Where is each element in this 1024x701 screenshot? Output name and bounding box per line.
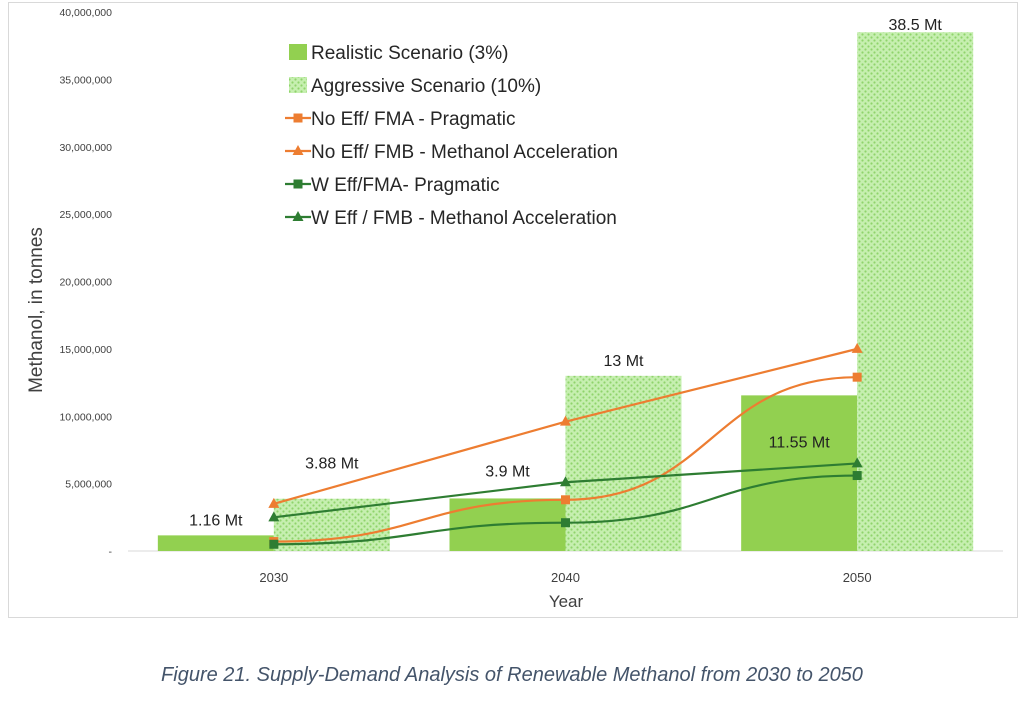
legend-label: W Eff / FMB - Methanol Acceleration (311, 208, 617, 229)
legend-marker (293, 113, 303, 123)
bar-data-label: 38.5 Mt (888, 17, 942, 34)
bar-data-label: 11.55 Mt (769, 434, 831, 451)
line-3-point (852, 471, 862, 481)
legend-label: Aggressive Scenario (10%) (311, 76, 541, 97)
y-tick-label: 40,000,000 (59, 7, 112, 19)
bar-data-label: 1.16 Mt (189, 512, 243, 529)
y-tick-label: 30,000,000 (59, 142, 112, 154)
x-tick-label: 2040 (551, 570, 580, 585)
y-tick-label: - (109, 546, 113, 558)
legend-swatch (289, 77, 307, 93)
legend-label: Realistic Scenario (3%) (311, 43, 508, 64)
data-labels: 1.16 Mt 3.9 Mt 11.55 Mt 3.88 Mt 13 Mt 38.5 Mt (189, 17, 942, 529)
legend-label: No Eff/ FMB - Methanol Acceleration (311, 142, 618, 163)
y-tick-label: 35,000,000 (59, 74, 112, 86)
line-4-point (560, 476, 571, 487)
x-tick-label: 2050 (843, 570, 872, 585)
y-tick-label: 5,000,000 (65, 479, 112, 491)
x-axis-ticks: 2030 2040 2050 (259, 570, 871, 585)
legend-item: W Eff / FMB - Methanol Acceleration (285, 208, 617, 229)
legend: Realistic Scenario (3%) Aggressive Scenar… (285, 43, 618, 229)
chart: - 5,000,000 10,000,000 15,000,000 20,000,000… (26, 7, 1003, 611)
bar-realistic (741, 395, 858, 551)
line-2-point (851, 342, 863, 353)
line-4-point (851, 457, 863, 468)
y-tick-label: 20,000,000 (59, 277, 112, 289)
y-tick-label: 10,000,000 (59, 411, 112, 423)
bars (157, 32, 974, 551)
legend-marker (292, 211, 304, 221)
legend-item: W Eff/FMA- Pragmatic (285, 175, 500, 196)
line-series (268, 342, 863, 549)
bar-data-label: 3.9 Mt (485, 463, 530, 480)
bar-data-label: 3.88 Mt (305, 456, 359, 473)
bar-aggressive (565, 375, 682, 551)
legend-swatch (289, 44, 307, 60)
legend-item: No Eff/ FMA - Pragmatic (285, 109, 515, 130)
chart-frame (8, 2, 1018, 618)
line-3-point (561, 518, 570, 528)
figure-caption: Figure 21. Supply-Demand Analysis of Ren… (161, 664, 863, 686)
y-axis-ticks: - 5,000,000 10,000,000 15,000,000 20,000,000… (59, 7, 112, 558)
y-tick-label: 15,000,000 (59, 344, 112, 356)
x-axis-title: Year (549, 592, 584, 611)
legend-marker (292, 145, 304, 155)
line-2-point (560, 415, 571, 426)
line-3-point (269, 539, 279, 549)
bar-realistic (157, 535, 274, 551)
plot-area: - 5,000,000 10,000,000 15,000,000 20,000,000… (26, 7, 1003, 611)
bar-data-label: 13 Mt (603, 353, 644, 370)
y-tick-label: 25,000,000 (59, 209, 112, 221)
line-1-point (561, 495, 570, 505)
legend-label: No Eff/ FMA - Pragmatic (311, 109, 515, 130)
legend-item: Aggressive Scenario (10%) (289, 76, 541, 97)
legend-marker (293, 179, 303, 189)
line-4-point (268, 511, 280, 522)
line-1-point (852, 372, 862, 382)
x-tick-label: 2030 (259, 570, 288, 585)
legend-item: Realistic Scenario (3%) (289, 43, 508, 64)
bar-aggressive (857, 32, 974, 551)
legend-label: W Eff/FMA- Pragmatic (311, 175, 500, 196)
y-axis-title: Methanol, in tonnes (26, 227, 47, 393)
legend-item: No Eff/ FMB - Methanol Acceleration (285, 142, 618, 163)
line-2-point (268, 497, 280, 508)
